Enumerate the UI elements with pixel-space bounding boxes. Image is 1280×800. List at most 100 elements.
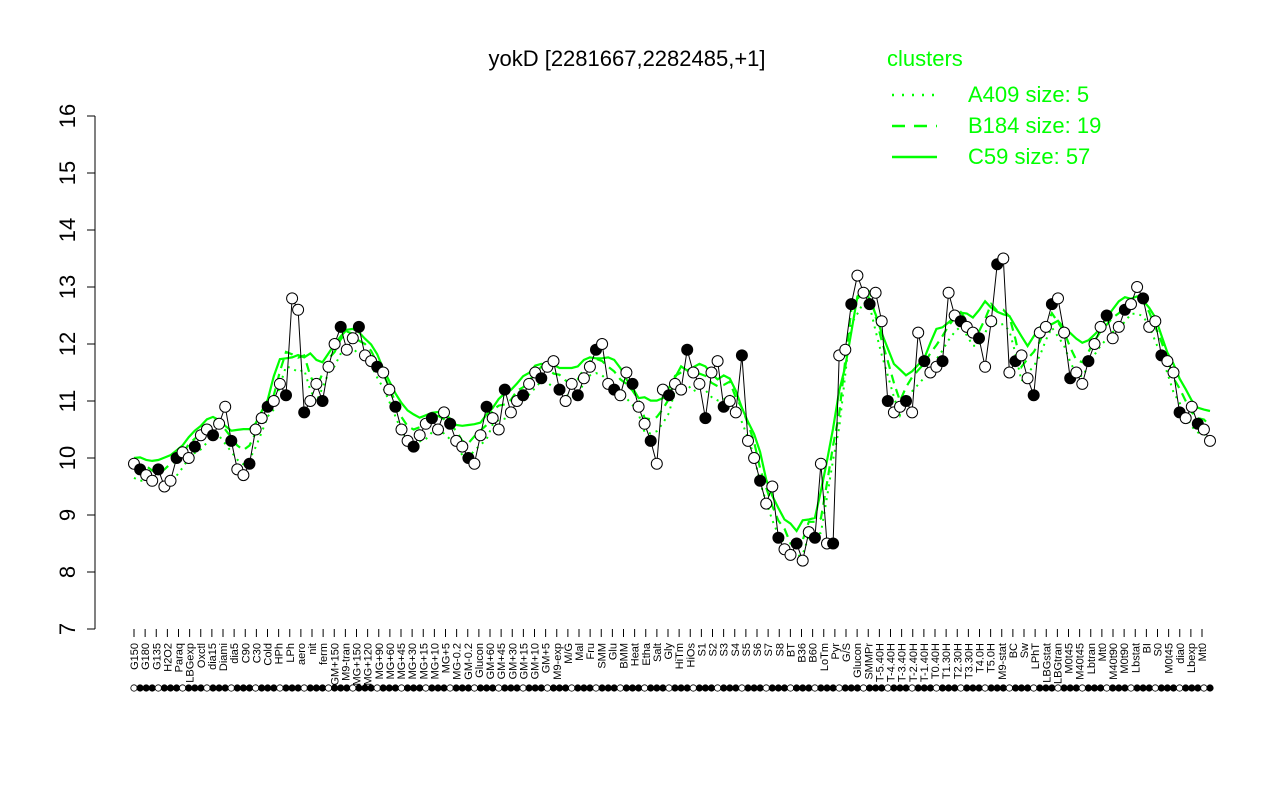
rug-marker	[397, 684, 406, 692]
rug-marker	[622, 684, 631, 692]
rug-marker	[792, 684, 801, 692]
rug-marker	[1078, 684, 1086, 692]
x-tick-label: Sw	[1019, 643, 1031, 658]
data-point	[912, 326, 925, 339]
x-tick-label: HiOs	[685, 643, 697, 668]
data-point	[225, 434, 238, 447]
data-point	[632, 400, 645, 413]
data-point	[438, 406, 450, 419]
rug-marker	[1133, 684, 1141, 692]
x-tick-label: Etha	[641, 642, 653, 666]
data-point	[845, 298, 858, 311]
rug-marker	[683, 684, 691, 692]
rug-marker	[549, 684, 558, 692]
rug-marker	[1188, 684, 1196, 692]
rug-marker	[324, 684, 333, 692]
x-axis: G150 G180 G135 H2O2 Paraq LBGexp Oxctl dia15 Dia…	[129, 629, 1214, 692]
rug-marker	[1169, 684, 1178, 692]
rug-marker	[422, 684, 430, 692]
rug-marker	[981, 684, 989, 692]
x-tick-label: B36	[797, 643, 809, 663]
y-axis: 7 8 9 10 11 12 13 14 15 16	[55, 104, 96, 635]
rug-marker	[969, 684, 977, 692]
x-tick-label: Oxctl	[196, 643, 208, 668]
x-tick-label: dia15	[207, 643, 219, 670]
data-point	[1003, 366, 1016, 379]
data-point	[504, 406, 517, 419]
chart-title: yokD [2281667,2282485,+1]	[488, 46, 765, 71]
data-point	[523, 377, 536, 390]
x-tick-label: T1.30H	[941, 643, 953, 679]
rug-marker	[537, 684, 545, 692]
rug-marker	[878, 684, 886, 692]
data-point	[1137, 292, 1150, 305]
x-tick-label: MG-0.2	[452, 643, 464, 680]
data-point	[875, 315, 888, 328]
data-point	[936, 355, 949, 368]
data-point	[693, 377, 706, 390]
rug-marker	[610, 684, 618, 692]
legend-entry-c59: C59 size: 57	[968, 144, 1090, 169]
data-point	[1197, 423, 1210, 436]
rug-marker	[884, 684, 892, 692]
data-point	[480, 400, 493, 413]
rug-marker	[409, 684, 418, 692]
x-tick-label: Diami	[218, 643, 230, 671]
data-point	[839, 343, 852, 356]
data-point	[1082, 355, 1095, 368]
rug-marker	[951, 684, 959, 692]
data-point	[389, 400, 402, 413]
rug-marker	[616, 684, 624, 692]
rug-marker	[701, 684, 710, 692]
x-tick-label: SMM	[596, 643, 608, 669]
x-tick-label: S8	[774, 643, 786, 656]
rug-marker	[349, 684, 357, 692]
rug-marker	[507, 684, 515, 692]
x-tick-label: M0t45	[1064, 643, 1076, 674]
rug-marker	[744, 684, 752, 692]
data-point	[1185, 400, 1198, 413]
data-point	[286, 292, 299, 305]
rug-marker	[531, 684, 539, 692]
data-point	[583, 360, 596, 373]
rug-marker	[853, 684, 862, 692]
rug-marker	[264, 684, 272, 692]
rug-marker	[136, 684, 144, 692]
data-point	[687, 366, 700, 379]
rug-marker	[634, 684, 643, 692]
rug-marker	[640, 684, 649, 692]
data-point	[188, 440, 201, 453]
x-tick-label: GM+150	[329, 643, 341, 686]
data-point	[620, 366, 633, 379]
x-tick-label: T5.0H	[986, 643, 998, 673]
data-point	[863, 298, 876, 311]
data-point	[456, 440, 469, 453]
data-point	[547, 355, 560, 368]
rug-marker	[239, 684, 247, 692]
x-tick-label: M9-stat	[997, 643, 1009, 680]
x-tick-label: M9-exp	[552, 643, 564, 680]
rug-marker	[738, 684, 746, 692]
rug-marker	[440, 684, 448, 692]
x-tick-label: HiTm	[674, 643, 686, 669]
rug-marker	[294, 684, 302, 692]
rug-marker	[732, 684, 740, 692]
x-tick-label: S2	[708, 643, 720, 656]
x-tick-label: S1	[696, 643, 708, 656]
data-point	[340, 343, 353, 356]
rug-marker	[726, 684, 734, 692]
data-point	[808, 531, 821, 544]
rug-marker	[817, 684, 825, 692]
rug-marker	[926, 684, 935, 692]
rug-marker	[288, 684, 296, 692]
data-point	[298, 406, 311, 419]
data-point	[1076, 377, 1089, 390]
data-point	[790, 537, 803, 550]
rug-marker	[166, 684, 175, 692]
y-tick-label: 9	[55, 509, 80, 521]
rug-marker	[300, 684, 308, 692]
rug-marker	[489, 684, 497, 692]
rug-marker	[270, 684, 278, 692]
rug-marker	[720, 684, 728, 692]
rug-marker	[786, 684, 795, 692]
